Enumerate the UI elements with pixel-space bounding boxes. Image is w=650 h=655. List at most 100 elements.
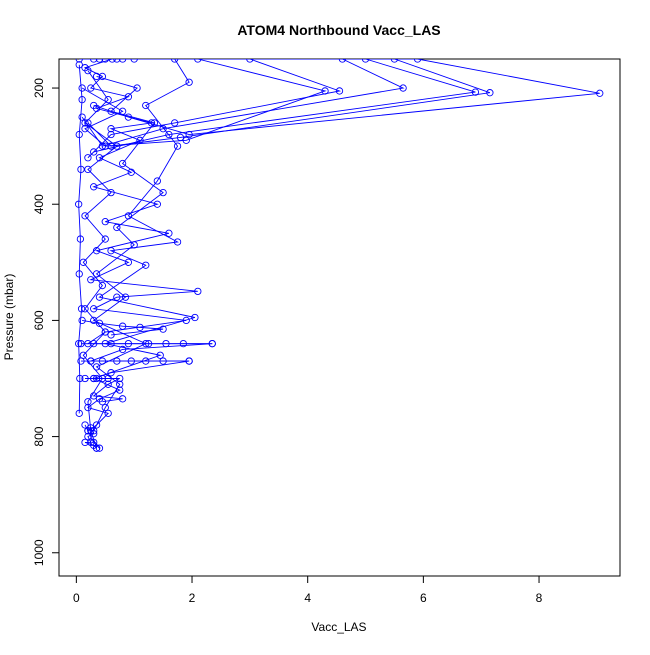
data-point xyxy=(104,96,112,104)
data-point xyxy=(95,319,104,327)
data-point xyxy=(77,357,85,365)
data-point xyxy=(142,101,150,110)
data-point xyxy=(133,84,141,92)
data-point xyxy=(165,130,173,139)
data-point xyxy=(84,432,92,441)
data-point xyxy=(90,339,98,348)
data-point xyxy=(185,78,193,86)
series-14 xyxy=(78,316,167,339)
data-point xyxy=(399,84,407,92)
data-point xyxy=(150,119,159,127)
data-point xyxy=(77,339,85,348)
data-point xyxy=(98,72,107,81)
series-16 xyxy=(81,421,101,452)
series-line xyxy=(83,59,213,449)
data-point xyxy=(90,305,98,313)
data-point xyxy=(78,84,86,92)
data-point xyxy=(179,339,188,348)
data-point xyxy=(95,59,104,63)
data-point xyxy=(90,101,98,110)
data-point xyxy=(90,316,98,325)
data-point xyxy=(81,119,89,127)
series-12 xyxy=(77,339,216,348)
series-4 xyxy=(78,59,407,150)
data-point xyxy=(361,59,370,63)
data-point xyxy=(194,287,202,296)
data-point xyxy=(162,339,170,348)
x-tick-label: 6 xyxy=(420,591,427,605)
data-point xyxy=(90,148,98,156)
data-point xyxy=(104,409,112,417)
data-point xyxy=(159,325,167,333)
data-point xyxy=(142,261,150,269)
data-point xyxy=(78,316,86,325)
data-point xyxy=(98,142,107,150)
data-point xyxy=(104,380,112,388)
data-point xyxy=(81,421,89,429)
data-point xyxy=(118,159,127,168)
data-point xyxy=(107,188,115,197)
y-tick-label: 1000 xyxy=(32,539,46,566)
series-line xyxy=(82,70,118,449)
data-point xyxy=(77,165,85,174)
x-tick-label: 0 xyxy=(73,591,80,605)
data-point xyxy=(92,270,101,278)
data-point xyxy=(191,313,199,322)
data-point xyxy=(113,357,121,365)
data-point xyxy=(75,409,83,417)
data-point xyxy=(596,89,604,97)
data-point xyxy=(90,183,98,191)
data-point xyxy=(113,293,121,301)
data-point xyxy=(95,293,104,301)
data-point xyxy=(79,258,87,266)
data-point xyxy=(107,369,115,377)
data-point xyxy=(130,59,138,63)
y-axis: 200 400 600 800 1000 xyxy=(32,78,60,566)
data-point xyxy=(75,59,83,63)
data-point xyxy=(194,59,202,63)
series-15 xyxy=(81,374,127,406)
data-point xyxy=(75,130,83,139)
data-point xyxy=(78,96,86,104)
x-axis-label: Vacc_LAS xyxy=(311,620,366,634)
series-10 xyxy=(75,61,86,417)
data-point xyxy=(78,113,86,121)
data-point xyxy=(90,392,98,400)
data-point xyxy=(107,130,115,139)
data-point xyxy=(107,331,115,339)
data-point xyxy=(92,374,101,383)
data-point xyxy=(101,235,109,243)
data-point xyxy=(124,93,133,101)
data-point xyxy=(118,322,127,330)
data-point xyxy=(185,357,193,365)
data-point xyxy=(171,119,179,127)
data-point xyxy=(84,66,92,75)
data-point xyxy=(113,142,121,150)
series-line xyxy=(87,59,491,147)
data-point xyxy=(171,59,179,63)
data-point xyxy=(101,217,109,226)
data-point xyxy=(90,430,98,438)
data-point xyxy=(124,339,133,348)
data-point xyxy=(486,89,494,97)
data-point xyxy=(76,235,85,243)
data-point xyxy=(136,323,144,332)
data-point xyxy=(81,374,89,383)
data-point xyxy=(159,188,167,197)
data-point xyxy=(185,130,193,139)
data-point xyxy=(92,444,101,452)
data-point xyxy=(182,136,190,144)
data-point xyxy=(87,84,95,92)
series-line xyxy=(81,59,405,147)
data-point xyxy=(208,339,216,348)
data-point xyxy=(76,374,84,383)
data-point xyxy=(127,357,135,365)
x-tick-label: 2 xyxy=(189,591,196,605)
data-point xyxy=(165,229,173,237)
series-line xyxy=(87,59,342,159)
data-point xyxy=(142,357,150,365)
data-point xyxy=(98,357,107,365)
data-point xyxy=(101,403,109,412)
data-point xyxy=(116,380,124,388)
